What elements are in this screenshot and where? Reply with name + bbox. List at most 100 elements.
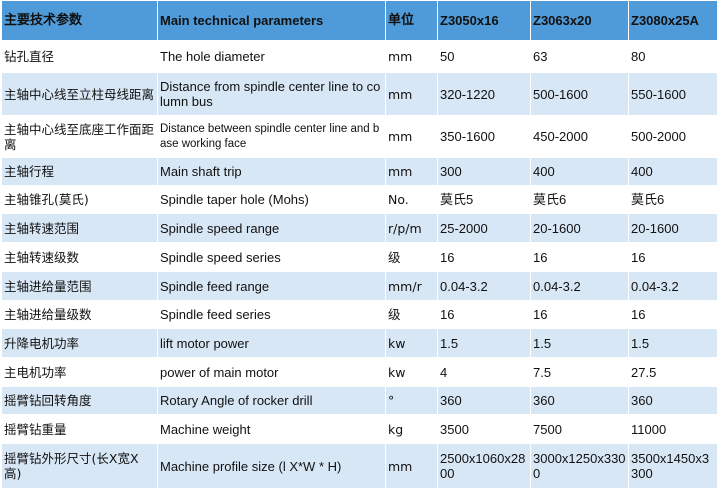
value: 320-1220 xyxy=(437,72,531,116)
value: Z3063x20 xyxy=(530,0,629,41)
value: 16 xyxy=(530,242,629,272)
table-row: 主轴行程 Main shaft trip mm 300 400 400 xyxy=(1,157,718,186)
value: 0.04-3.2 xyxy=(437,271,531,301)
table-row: 主轴转速级数 Spindle speed series 级 16 16 16 xyxy=(1,242,718,272)
table-row: 主轴锥孔(莫氏) Spindle taper hole (Mohs) No. 莫氏5 莫… xyxy=(1,185,718,214)
value: 16 xyxy=(437,300,531,329)
param-en: The hole diameter xyxy=(157,40,386,73)
value: Z3050x16 xyxy=(437,0,531,41)
value: Z3080x25A xyxy=(628,0,718,41)
param-en: Distance between spindle center line and… xyxy=(157,115,386,158)
unit: mm xyxy=(385,72,438,116)
value: 27.5 xyxy=(628,357,718,387)
param-en: Distance from spindle center line to col… xyxy=(157,72,386,116)
param-cn: 升降电机功率 xyxy=(1,328,158,358)
value: 300 xyxy=(437,157,531,186)
param-cn: 主轴锥孔(莫氏) xyxy=(1,185,158,214)
value: 450-2000 xyxy=(530,115,629,158)
value: 3000x1250x3300 xyxy=(530,443,629,489)
value: 莫氏5 xyxy=(437,185,531,214)
unit: mm/r xyxy=(385,271,438,301)
value: 11000 xyxy=(628,414,718,444)
unit: 级 xyxy=(385,242,438,272)
table-row: 主轴中心线至立柱母线距离 Distance from spindle center… xyxy=(1,72,718,116)
param-cn: 摇臂钻回转角度 xyxy=(1,386,158,415)
unit: kw xyxy=(385,328,438,358)
value: 16 xyxy=(530,300,629,329)
value: 0.04-3.2 xyxy=(628,271,718,301)
table-row: 摇臂钻重量 Machine weight kg 3500 7500 11000 xyxy=(1,414,718,444)
value: 0.04-3.2 xyxy=(530,271,629,301)
value: 50 xyxy=(437,40,531,73)
value: 7.5 xyxy=(530,357,629,387)
value: 16 xyxy=(628,242,718,272)
param-en: Main shaft trip xyxy=(157,157,386,186)
param-cn: 主轴中心线至底座工作面距离 xyxy=(1,115,158,158)
param-en: Spindle feed range xyxy=(157,271,386,301)
table-row: 摇臂钻外形尺寸(长X宽X高) Machine profile size (l X*… xyxy=(1,443,718,489)
value: 350-1600 xyxy=(437,115,531,158)
table-row: 主轴中心线至底座工作面距离 Distance between spindle ce… xyxy=(1,115,718,158)
unit: 级 xyxy=(385,300,438,329)
value: 63 xyxy=(530,40,629,73)
unit: kg xyxy=(385,414,438,444)
value: 500-1600 xyxy=(530,72,629,116)
param-cn: 主轴进给量范围 xyxy=(1,271,158,301)
value: 3500 xyxy=(437,414,531,444)
param-en: Spindle speed range xyxy=(157,213,386,243)
param-cn: 摇臂钻外形尺寸(长X宽X高) xyxy=(1,443,158,489)
param-cn: 摇臂钻重量 xyxy=(1,414,158,444)
unit: mm xyxy=(385,40,438,73)
param-en: Machine profile size (l X*W * H) xyxy=(157,443,386,489)
value: 25-2000 xyxy=(437,213,531,243)
param-cn: 主轴行程 xyxy=(1,157,158,186)
value: 4 xyxy=(437,357,531,387)
param-en: Spindle speed series xyxy=(157,242,386,272)
param-en: Spindle taper hole (Mohs) xyxy=(157,185,386,214)
value: 400 xyxy=(530,157,629,186)
param-en: Rotary Angle of rocker drill xyxy=(157,386,386,415)
value: 7500 xyxy=(530,414,629,444)
unit: ° xyxy=(385,386,438,415)
param-en: power of main motor xyxy=(157,357,386,387)
unit: No. xyxy=(385,185,438,214)
unit: kw xyxy=(385,357,438,387)
value: 1.5 xyxy=(530,328,629,358)
table-row: 摇臂钻回转角度 Rotary Angle of rocker drill ° 360 3… xyxy=(1,386,718,415)
param-en: Spindle feed series xyxy=(157,300,386,329)
param-cn: 主要技术参数 xyxy=(1,0,158,41)
unit: 单位 xyxy=(385,0,438,41)
value: 2500x1060x2800 xyxy=(437,443,531,489)
table-row: 主电机功率 power of main motor kw 4 7.5 27.5 xyxy=(1,357,718,387)
value: 550-1600 xyxy=(628,72,718,116)
value: 1.5 xyxy=(437,328,531,358)
unit: mm xyxy=(385,443,438,489)
value: 360 xyxy=(628,386,718,415)
unit: mm xyxy=(385,115,438,158)
unit: r/p/m xyxy=(385,213,438,243)
value: 20-1600 xyxy=(628,213,718,243)
value: 16 xyxy=(628,300,718,329)
value: 16 xyxy=(437,242,531,272)
param-cn: 主轴进给量级数 xyxy=(1,300,158,329)
value: 3500x1450x3300 xyxy=(628,443,718,489)
unit: mm xyxy=(385,157,438,186)
value: 莫氏6 xyxy=(530,185,629,214)
param-en: Main technical parameters xyxy=(157,0,386,41)
value: 360 xyxy=(530,386,629,415)
param-en: Machine weight xyxy=(157,414,386,444)
table-row: 主轴转速范围 Spindle speed range r/p/m 25-2000 20-… xyxy=(1,213,718,243)
table-row: 主要技术参数 Main technical parameters 单位 Z3050x1… xyxy=(1,0,718,41)
param-cn: 主电机功率 xyxy=(1,357,158,387)
value: 莫氏6 xyxy=(628,185,718,214)
table-row: 升降电机功率 lift motor power kw 1.5 1.5 1.5 xyxy=(1,328,718,358)
table-row: 主轴进给量范围 Spindle feed range mm/r 0.04-3.2 0.0… xyxy=(1,271,718,301)
param-cn: 主轴转速范围 xyxy=(1,213,158,243)
param-cn: 主轴中心线至立柱母线距离 xyxy=(1,72,158,116)
param-cn: 主轴转速级数 xyxy=(1,242,158,272)
param-cn: 钻孔直径 xyxy=(1,40,158,73)
value: 360 xyxy=(437,386,531,415)
param-en: lift motor power xyxy=(157,328,386,358)
